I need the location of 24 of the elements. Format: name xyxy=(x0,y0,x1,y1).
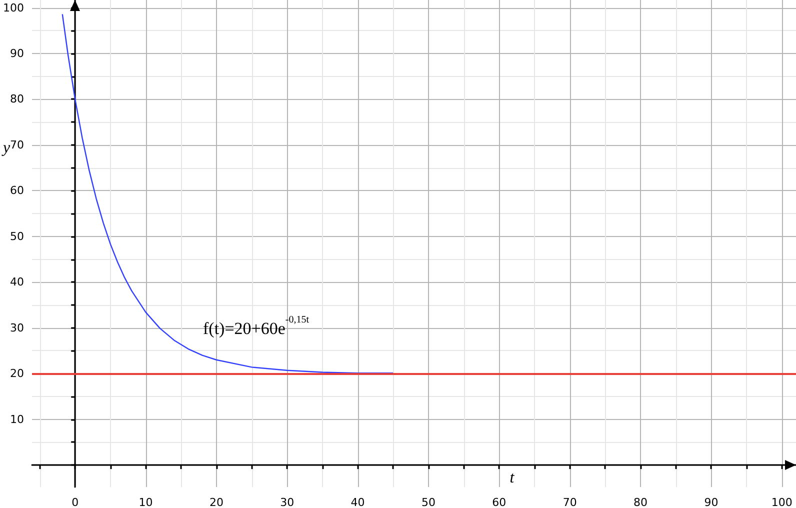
x-tick-label: 30 xyxy=(280,496,294,508)
line-series xyxy=(62,14,394,374)
y-tick-label: 90 xyxy=(10,47,24,60)
x-tick-label: 10 xyxy=(138,496,153,508)
x-tick-label: 60 xyxy=(492,496,506,508)
x-tick-label: 40 xyxy=(350,496,365,508)
y-axis-title: y xyxy=(1,140,11,156)
x-tick-label: 100 xyxy=(771,496,792,508)
y-tick-label: 30 xyxy=(10,321,24,334)
y-tick-label: 50 xyxy=(10,230,24,243)
x-tick-label: 80 xyxy=(634,496,648,508)
x-tick-label: 0 xyxy=(72,496,79,508)
y-tick-label: 40 xyxy=(10,276,24,289)
y-tick-label: 70 xyxy=(10,138,24,152)
y-tick-label: 60 xyxy=(10,184,24,198)
x-tick-label: 50 xyxy=(421,496,436,508)
y-tick-label: 100 xyxy=(2,1,24,14)
y-tick-label: 80 xyxy=(10,92,24,106)
x-tick-label: 90 xyxy=(704,496,718,508)
y-tick-label: 10 xyxy=(10,412,24,426)
y-tick-label: 20 xyxy=(10,367,24,380)
x-tick-label: 20 xyxy=(209,496,224,508)
x-tick-label: 70 xyxy=(562,496,577,508)
x-axis-title: t xyxy=(510,470,515,487)
